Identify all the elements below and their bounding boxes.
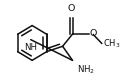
Text: O: O (90, 29, 97, 38)
Text: NH$_2$: NH$_2$ (77, 64, 95, 76)
Text: O: O (67, 4, 75, 13)
Text: NH: NH (24, 43, 37, 52)
Text: CH$_3$: CH$_3$ (103, 37, 120, 50)
